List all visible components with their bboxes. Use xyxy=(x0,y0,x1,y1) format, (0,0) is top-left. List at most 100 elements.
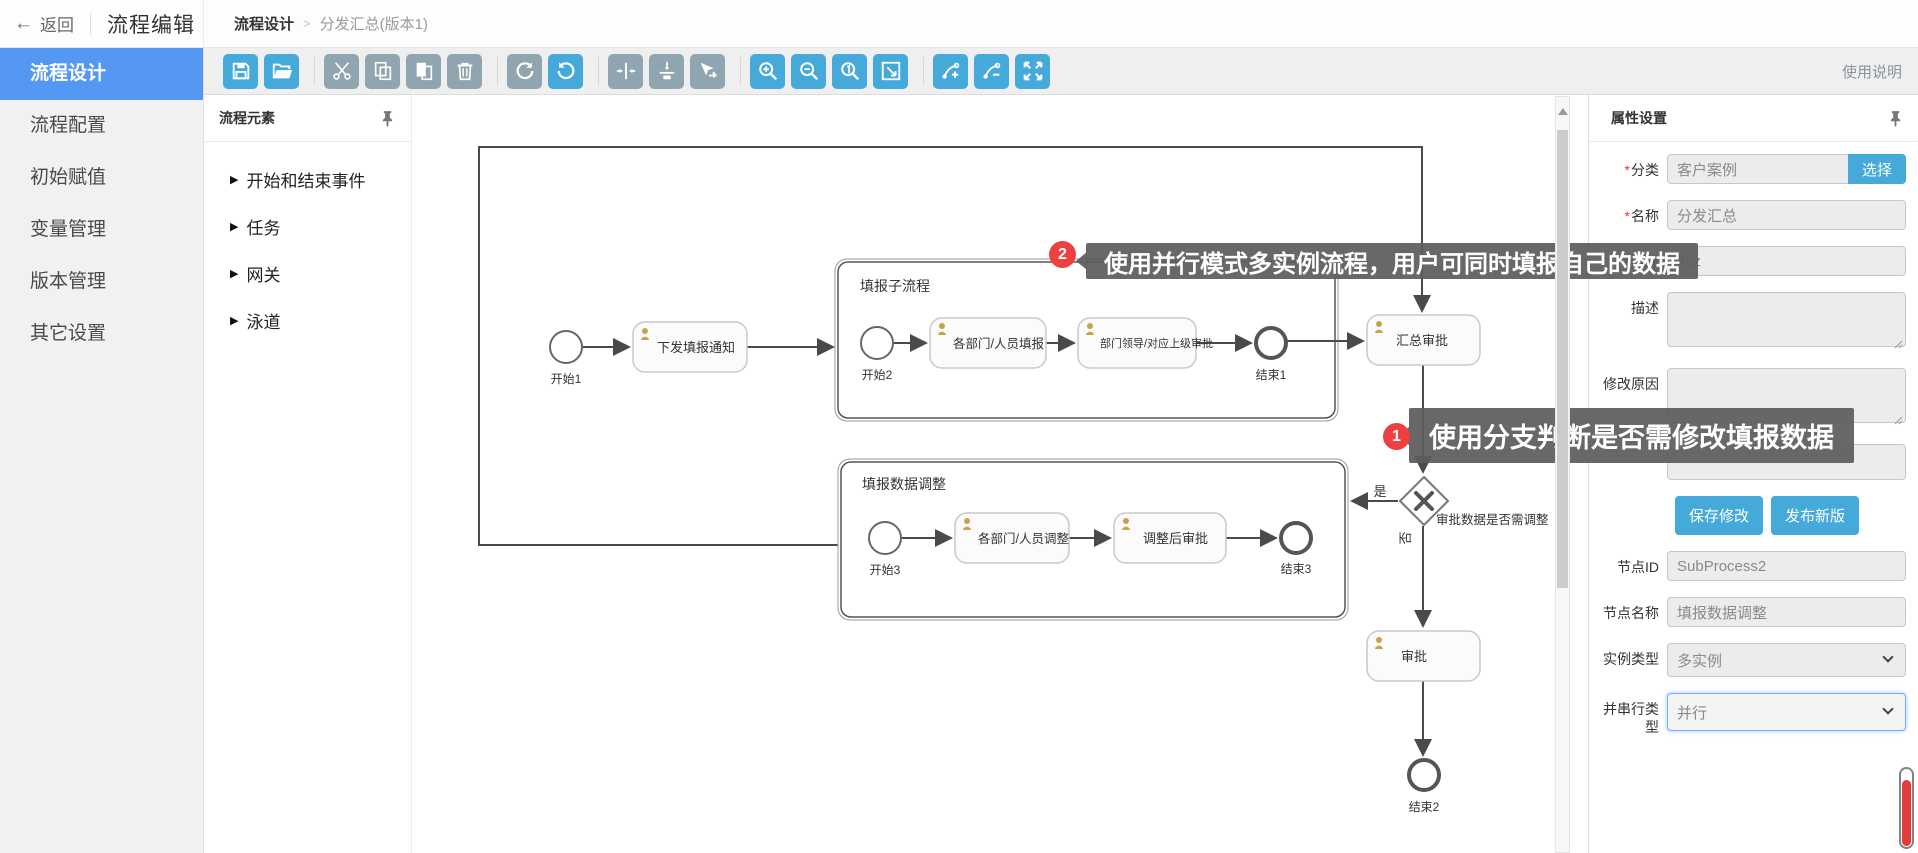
instance-type-select[interactable]: 多实例 xyxy=(1667,643,1906,677)
task-dept-fill[interactable]: 各部门/人员填报 xyxy=(929,317,1047,369)
help-link[interactable]: 使用说明 xyxy=(1841,63,1902,81)
name-label: *名称 xyxy=(1624,208,1659,224)
designer-toolbar: 使用说明 xyxy=(204,48,1918,95)
resize-pointer-icon xyxy=(700,62,717,79)
back-button[interactable]: 返回 xyxy=(40,16,74,35)
remove-waypoint-button[interactable] xyxy=(974,53,1009,89)
save-changes-button[interactable]: 保存修改 xyxy=(1675,496,1764,535)
annotation-badge-1: 1 xyxy=(1383,423,1410,450)
task-fill-label: 各部门/人员填报 xyxy=(953,336,1044,351)
save-button[interactable] xyxy=(223,53,258,89)
annotation-tooltip-1: 使用分支判断是否需修改填报数据 xyxy=(1409,408,1854,463)
start3-label: 开始3 xyxy=(870,563,901,577)
scroll-up-arrow-icon[interactable] xyxy=(1558,108,1568,115)
breadcrumb-section[interactable]: 流程设计 xyxy=(234,16,295,33)
node-name-input[interactable] xyxy=(1667,597,1906,627)
triangle-bullet-icon: ▶ xyxy=(230,315,239,327)
cut-button[interactable] xyxy=(324,53,359,89)
subprocess2-title: 填报数据调整 xyxy=(862,476,946,492)
element-group-tasks[interactable]: ▶ 任务 xyxy=(204,203,411,250)
nav-item-variable-mgmt[interactable]: 变量管理 xyxy=(30,219,107,240)
modify-reason-label: 修改原因 xyxy=(1603,376,1659,392)
end1-label: 结束1 xyxy=(1256,368,1287,382)
nav-item-process-design[interactable]: 流程设计 xyxy=(0,48,203,100)
parallel-type-select[interactable]: 并行 xyxy=(1667,693,1906,731)
end-event-1[interactable]: 结束1 xyxy=(1254,326,1288,382)
nav-item-version-mgmt[interactable]: 版本管理 xyxy=(30,271,107,292)
resize-pointer-button[interactable] xyxy=(690,53,725,89)
pin-icon[interactable] xyxy=(1889,110,1902,127)
nav-item-process-config[interactable]: 流程配置 xyxy=(30,115,107,136)
task-summary-approve[interactable]: 汇总审批 xyxy=(1366,314,1481,366)
toolbar-separator xyxy=(923,57,924,85)
end-event-2[interactable]: 结束2 xyxy=(1407,758,1441,814)
element-group-start-end-events[interactable]: ▶ 开始和结束事件 xyxy=(204,156,411,203)
pin-icon[interactable] xyxy=(381,110,394,127)
zoom-fit-button[interactable] xyxy=(873,53,908,89)
category-select-button[interactable]: 选择 xyxy=(1848,154,1906,184)
zoom-out-icon xyxy=(799,62,818,81)
redo-button[interactable] xyxy=(507,53,542,89)
start-event-3[interactable]: 开始3 xyxy=(868,521,902,577)
zoom-actual-button[interactable] xyxy=(832,53,867,89)
fullscreen-button[interactable] xyxy=(1015,53,1050,89)
zoom-fit-icon xyxy=(881,61,900,81)
task-notify-label: 下发填报通知 xyxy=(657,340,735,355)
chevron-down-icon xyxy=(1882,651,1894,663)
undo-button[interactable] xyxy=(548,53,583,89)
task-approve[interactable]: 审批 xyxy=(1366,630,1481,682)
start2-label: 开始2 xyxy=(862,368,893,382)
nav-item-initial-values[interactable]: 初始赋值 xyxy=(30,167,107,188)
scrollbar-thumb[interactable] xyxy=(1557,130,1568,588)
task-adjust-approve[interactable]: 调整后审批 xyxy=(1113,512,1227,564)
triangle-bullet-icon: ▶ xyxy=(230,268,239,280)
task-leader-approve[interactable]: 部门领导/对应上级审批 xyxy=(1077,317,1213,369)
open-button[interactable] xyxy=(264,53,299,89)
key-input[interactable] xyxy=(1667,246,1906,276)
distribute-vertical-button[interactable] xyxy=(649,53,684,89)
nav-item-other-settings[interactable]: 其它设置 xyxy=(30,323,107,344)
end-event-3[interactable]: 结束3 xyxy=(1279,521,1313,576)
exclusive-gateway[interactable]: 审批数据是否需调整 是 否 xyxy=(1373,475,1549,545)
node-id-input[interactable] xyxy=(1667,551,1906,581)
task-adjust-label: 各部门/人员调整 xyxy=(978,531,1069,546)
back-arrow-icon[interactable]: ← xyxy=(14,12,33,34)
remove-waypoint-icon xyxy=(982,62,1000,79)
start-event-1[interactable]: 开始1 xyxy=(549,330,583,386)
distribute-vertical-icon xyxy=(659,61,674,80)
element-group-gateways[interactable]: ▶ 网关 xyxy=(204,250,411,297)
breadcrumb-page: 分发汇总(版本1) xyxy=(319,16,428,33)
diagram-canvas[interactable]: 填报子流程 填报数据调整 xyxy=(412,95,1588,853)
end2-label: 结束2 xyxy=(1409,800,1440,814)
subprocess-adjust-data[interactable]: 填报数据调整 xyxy=(837,458,1349,621)
app-title: 流程编辑 xyxy=(107,13,195,37)
instance-type-label: 实例类型 xyxy=(1603,651,1659,667)
name-input[interactable] xyxy=(1667,200,1906,230)
breadcrumb: 流程设计 > 分发汇总(版本1) xyxy=(204,0,1918,47)
category-input[interactable] xyxy=(1667,154,1848,184)
save-icon xyxy=(232,62,249,80)
branch-no-label: 否 xyxy=(1398,531,1413,544)
cut-icon xyxy=(332,62,351,80)
zoom-in-button[interactable] xyxy=(750,53,785,89)
canvas-vertical-scrollbar[interactable] xyxy=(1555,96,1570,853)
subprocess1-title: 填报子流程 xyxy=(860,278,930,294)
element-group-lanes[interactable]: ▶ 泳道 xyxy=(204,297,411,344)
paste-button[interactable] xyxy=(406,53,441,89)
description-textarea[interactable] xyxy=(1667,292,1906,347)
properties-scrollbar[interactable] xyxy=(1899,767,1914,849)
properties-scrollbar-thumb[interactable] xyxy=(1902,780,1911,846)
undo-icon xyxy=(557,62,574,80)
start-event-2[interactable]: 开始2 xyxy=(860,326,894,382)
task-dept-adjust[interactable]: 各部门/人员调整 xyxy=(954,512,1070,564)
publish-version-button[interactable]: 发布新版 xyxy=(1771,496,1860,535)
top-bar-left: ← 返回 流程编辑 xyxy=(0,0,204,47)
copy-button[interactable] xyxy=(365,53,400,89)
zoom-out-button[interactable] xyxy=(791,53,826,89)
delete-button[interactable] xyxy=(447,53,482,89)
elements-panel-title: 流程元素 xyxy=(219,110,275,126)
task-send-notice[interactable]: 下发填报通知 xyxy=(632,321,748,373)
add-waypoint-button[interactable] xyxy=(933,53,968,89)
align-width-button[interactable] xyxy=(608,53,643,89)
chevron-down-icon xyxy=(1882,703,1894,715)
